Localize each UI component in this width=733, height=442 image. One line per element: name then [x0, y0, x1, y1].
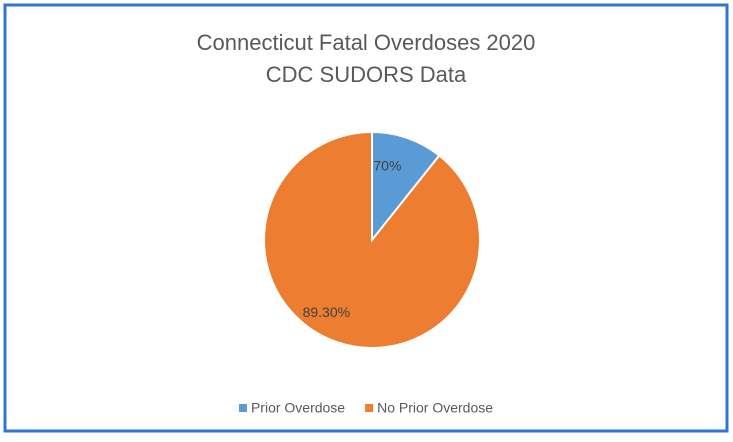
legend-swatch — [238, 404, 247, 412]
chart-title: Connecticut Fatal Overdoses 2020 — [197, 30, 536, 55]
legend-swatch — [365, 404, 374, 412]
legend-label: No Prior Overdose — [377, 400, 493, 416]
chart-subtitle: CDC SUDORS Data — [266, 62, 467, 87]
legend-label: Prior Overdose — [251, 400, 345, 416]
data-label: 89.30% — [303, 304, 350, 320]
pie-slice — [263, 130, 481, 349]
pie-slice — [371, 130, 441, 243]
